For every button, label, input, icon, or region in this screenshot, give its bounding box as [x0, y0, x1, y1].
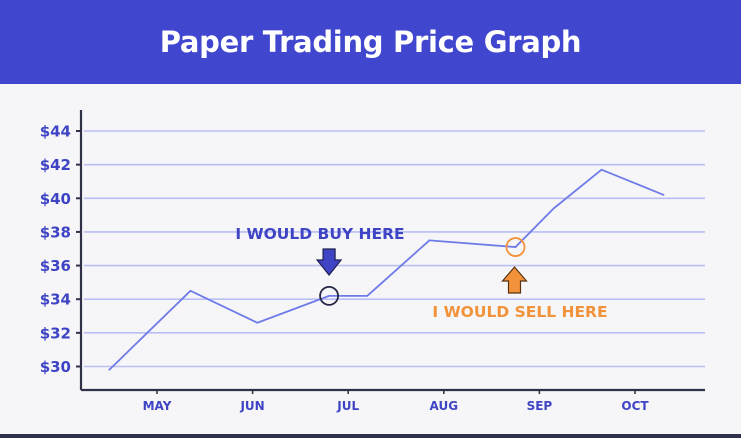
sell-arrow-icon	[501, 266, 528, 294]
y-tick-label: $30	[40, 358, 71, 376]
buy-annotation-label: I WOULD BUY HERE	[235, 225, 404, 243]
price-line	[108, 168, 665, 371]
y-tick-label: $32	[40, 324, 71, 342]
data-point	[108, 369, 110, 371]
data-point	[189, 290, 192, 292]
data-point	[428, 239, 431, 242]
y-tick-label: $42	[40, 156, 71, 174]
series	[108, 168, 665, 371]
x-tick-label: AUG	[430, 399, 459, 413]
y-tick-label: $40	[40, 190, 71, 208]
buy-marker	[319, 285, 339, 306]
x-tick-label: SEP	[527, 399, 553, 413]
data-point	[328, 295, 330, 297]
x-tick-label: MAY	[143, 399, 172, 413]
x-tick-label: JUN	[239, 399, 264, 413]
x-tick-label: OCT	[621, 399, 649, 413]
data-point	[514, 246, 517, 248]
bottom-divider	[0, 434, 741, 438]
plot-area	[0, 84, 741, 438]
data-point	[662, 194, 665, 196]
y-tick-label: $34	[40, 291, 71, 309]
data-point	[600, 168, 603, 171]
data-point	[552, 207, 555, 210]
y-tick-label: $44	[40, 123, 71, 141]
header-bar: Paper Trading Price Graph	[0, 0, 741, 84]
sell-annotation-label: I WOULD SELL HERE	[432, 303, 607, 321]
data-point	[256, 321, 259, 324]
buy-arrow-icon	[315, 248, 343, 276]
sell-marker	[505, 237, 526, 257]
y-tick-labels: $30 $32 $34 $36 $38 $40 $42 $44	[40, 123, 71, 377]
y-tick-label: $38	[40, 223, 71, 241]
x-tick-labels: MAY JUN JUL AUG SEP OCT	[143, 399, 650, 413]
page-title: Paper Trading Price Graph	[159, 25, 582, 59]
annotations: I WOULD BUY HERE I WOULD SELL HERE	[235, 225, 607, 321]
x-tick-label: JUL	[336, 399, 359, 413]
grid-lines	[84, 130, 705, 368]
data-point	[366, 295, 369, 297]
axes	[76, 110, 705, 394]
y-tick-label: $36	[40, 257, 71, 275]
